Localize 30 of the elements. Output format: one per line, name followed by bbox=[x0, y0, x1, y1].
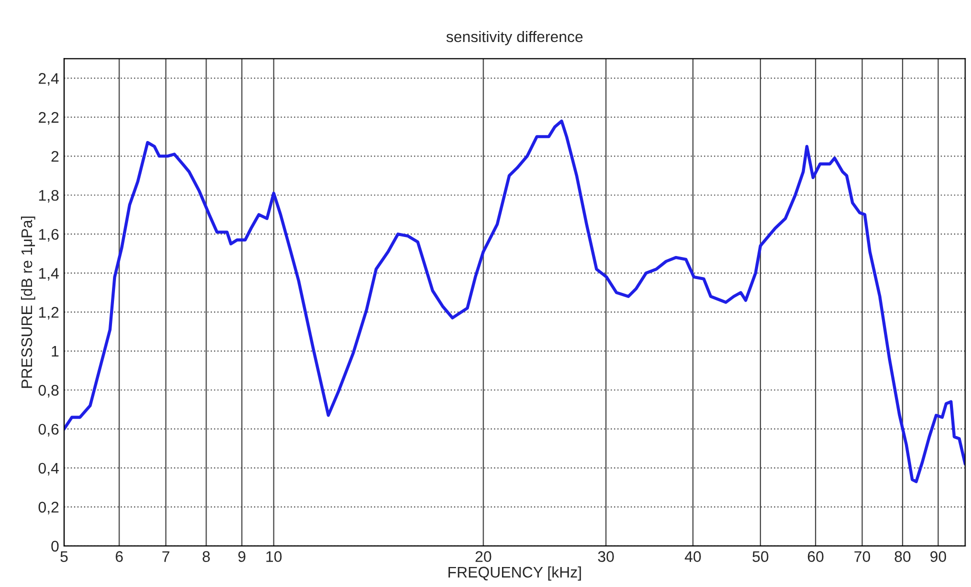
x-tick-label: 60 bbox=[808, 551, 824, 562]
x-tick-label: 9 bbox=[238, 551, 246, 562]
chart-title: sensitivity difference bbox=[446, 30, 583, 46]
y-tick-label: 2,4 bbox=[38, 73, 59, 86]
x-tick-label: 8 bbox=[202, 551, 210, 562]
x-tick-label: 50 bbox=[752, 551, 768, 562]
y-axis-title: PRESSURE [dB re 1μPa] bbox=[20, 216, 36, 388]
y-tick-label: 1,4 bbox=[39, 268, 59, 281]
x-tick-label: 80 bbox=[894, 551, 910, 562]
y-tick-label: 0,8 bbox=[38, 384, 59, 398]
x-tick-label: 6 bbox=[116, 551, 123, 562]
x-tick-label: 40 bbox=[684, 551, 701, 562]
y-tick-label: 0 bbox=[51, 540, 59, 552]
y-tick-label: 0,4 bbox=[38, 462, 59, 476]
x-tick-label: 7 bbox=[162, 551, 170, 562]
x-axis-title: FREQUENCY [kHz] bbox=[448, 566, 581, 581]
x-tick-label: 20 bbox=[476, 551, 492, 562]
y-tick-label: 0,2 bbox=[38, 502, 58, 514]
x-tick-label: 70 bbox=[854, 551, 870, 562]
x-tick-label: 90 bbox=[930, 551, 946, 562]
y-tick-label: 0,6 bbox=[38, 424, 59, 436]
x-tick-label: 10 bbox=[266, 551, 282, 562]
x-tick-label: 30 bbox=[598, 551, 614, 562]
y-tick-label: 1,6 bbox=[39, 228, 59, 242]
y-tick-label: 2,2 bbox=[38, 112, 58, 125]
y-tick-label: 1 bbox=[52, 346, 58, 357]
y-tick-label: 2 bbox=[52, 151, 58, 162]
y-tick-label: 1,8 bbox=[39, 190, 59, 203]
x-tick-label: 5 bbox=[60, 551, 68, 562]
y-tick-label: 1,2 bbox=[39, 306, 58, 320]
